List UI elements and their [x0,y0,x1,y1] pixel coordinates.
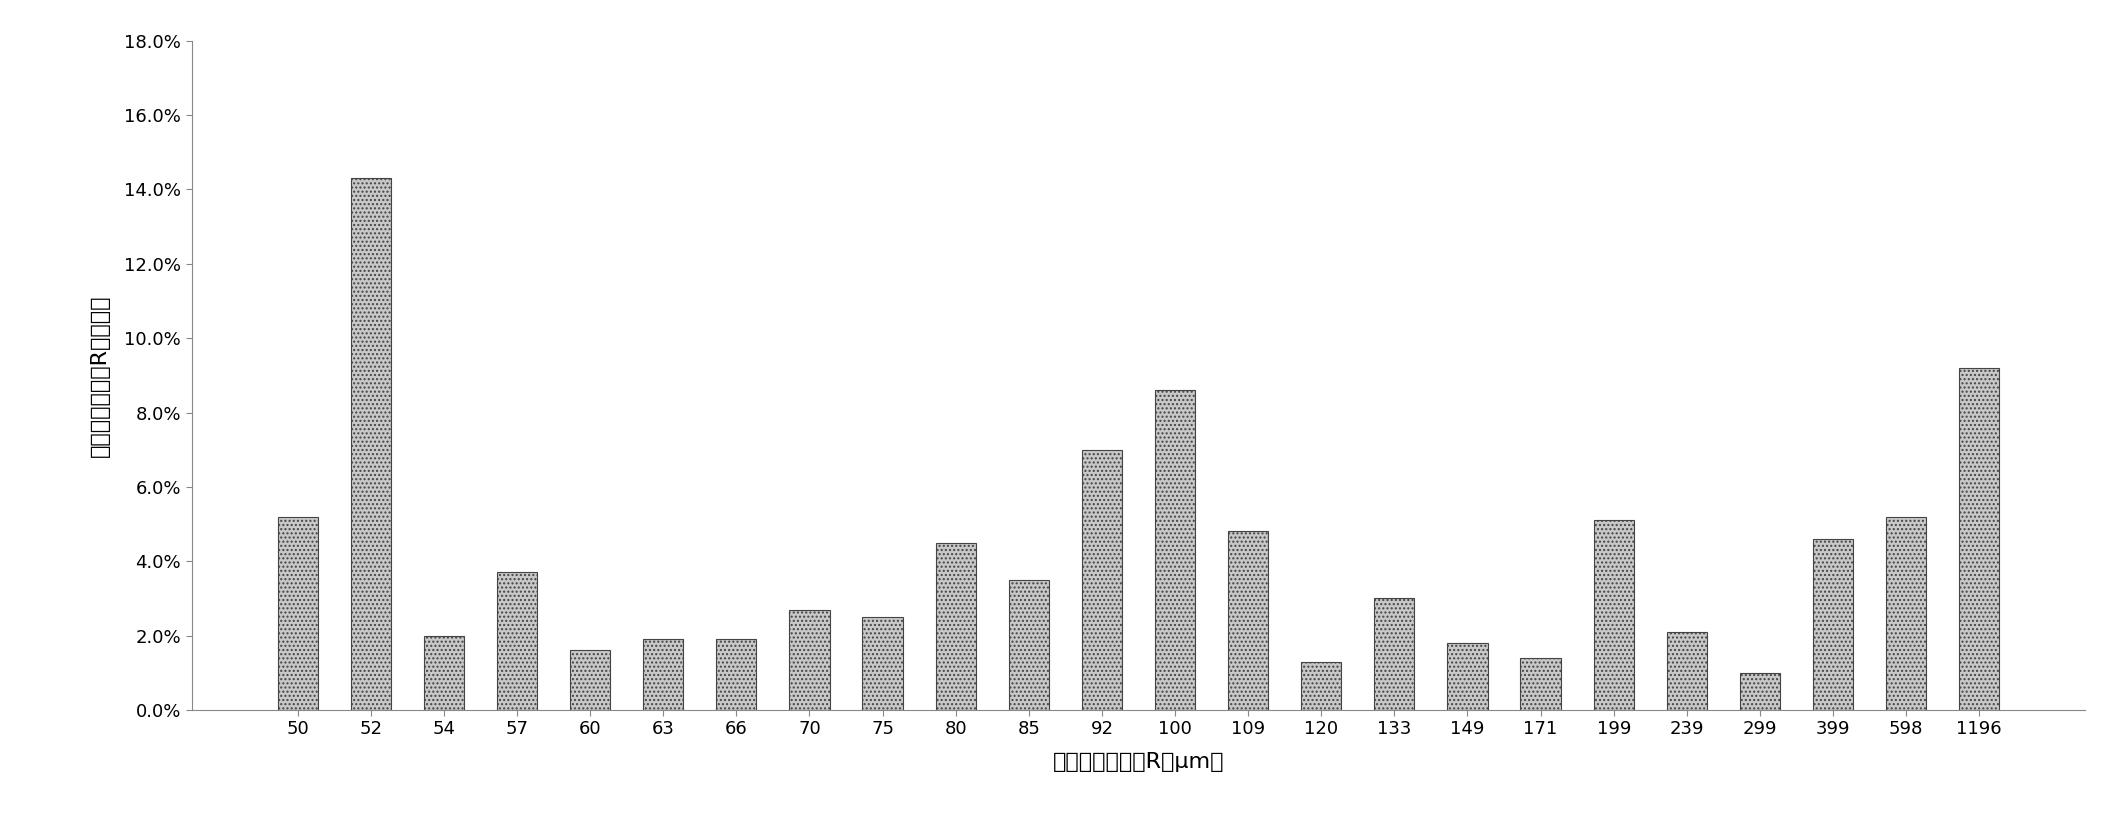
Bar [1594,521,1634,710]
Bar [1522,658,1560,710]
X-axis label: 对应的毛细孔径R（μm）: 对应的毛细孔径R（μm） [1053,752,1224,772]
Bar [1375,598,1415,710]
Y-axis label: 对应的毛细孔径R占的比率: 对应的毛细孔径R占的比率 [89,294,111,457]
Bar [1741,672,1779,710]
Bar [717,639,755,710]
Bar [570,650,611,710]
Bar [1666,632,1707,710]
Bar [1885,517,1926,710]
Bar [498,572,536,710]
Bar [862,617,902,710]
Bar [1009,580,1049,710]
Bar [351,179,392,710]
Bar [1813,539,1853,710]
Bar [789,610,830,710]
Bar [1960,368,2000,710]
Bar [277,517,317,710]
Bar [1156,390,1196,710]
Bar [1228,531,1268,710]
Bar [1447,643,1487,710]
Bar [423,636,464,710]
Bar [643,639,683,710]
Bar [1081,450,1121,710]
Bar [936,543,977,710]
Bar [1300,662,1341,710]
